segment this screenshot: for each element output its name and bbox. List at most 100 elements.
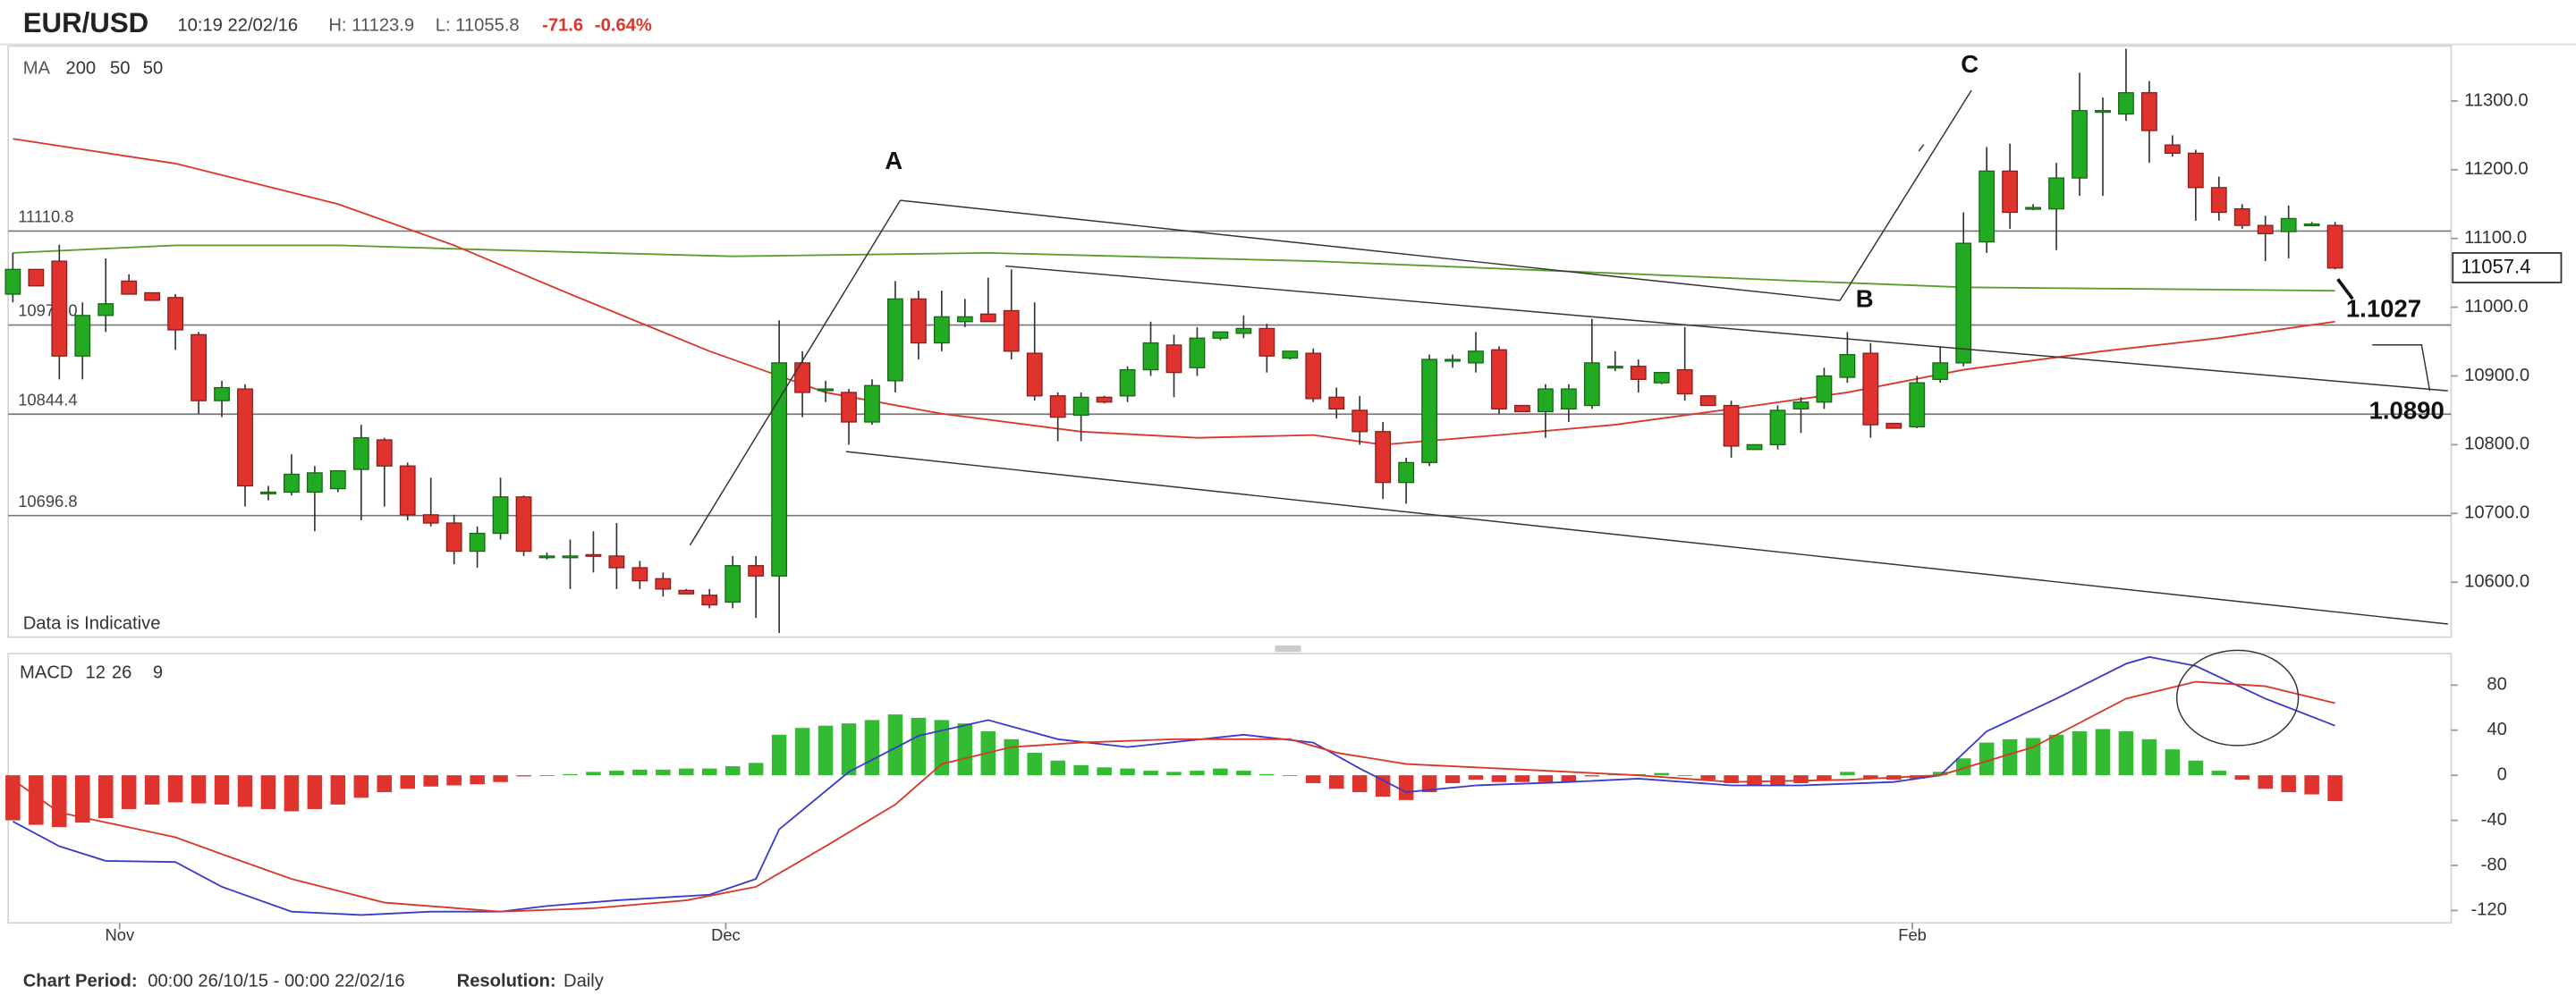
candle-body — [748, 565, 765, 577]
candle-body — [2326, 224, 2343, 269]
candle-body — [74, 315, 91, 357]
candle-body — [1421, 359, 1437, 464]
y-tick-label: 11100.0 — [2464, 228, 2527, 248]
histogram-bar — [1259, 773, 1275, 776]
change: -71.6 — [542, 16, 583, 36]
histogram-bar — [1421, 775, 1437, 793]
candle-body — [1119, 368, 1136, 397]
candle-body — [1305, 352, 1322, 400]
candle-body — [1885, 422, 1902, 429]
histogram-bar — [214, 775, 230, 805]
histogram-bar — [957, 723, 973, 776]
legend-item: 12 — [86, 662, 106, 682]
candle-body — [1282, 350, 1299, 359]
candle-body — [1583, 362, 1600, 407]
histogram-bar — [1700, 775, 1716, 780]
histogram-bar — [2211, 771, 2227, 776]
histogram-bar — [1143, 771, 1158, 776]
histogram-bar — [493, 775, 508, 782]
histogram-bar — [1538, 775, 1554, 782]
histogram-bar — [470, 775, 485, 785]
candle-body — [1979, 170, 1996, 243]
drawings — [689, 89, 2448, 747]
histogram-bar — [446, 775, 462, 786]
candle-body — [167, 297, 184, 331]
candle-body — [191, 333, 207, 401]
histogram-bar — [1724, 775, 1739, 783]
candle-body — [1792, 401, 1809, 410]
candle-body — [1398, 461, 1415, 484]
histogram-bar — [701, 768, 717, 776]
histogram-bar — [167, 775, 183, 803]
y-tick-label: 11300.0 — [2464, 90, 2528, 110]
histogram-bar — [1352, 775, 1368, 793]
histogram-bar — [1747, 775, 1762, 786]
annotation: C — [1961, 50, 1979, 78]
annotation: A — [885, 147, 902, 174]
legend-item: 26 — [112, 662, 131, 682]
arrow — [2336, 278, 2354, 300]
histogram-bar — [794, 728, 810, 776]
candle-body — [1862, 352, 1879, 426]
candle-body — [2280, 217, 2297, 232]
resize-handle[interactable] — [1275, 645, 1301, 653]
candle-body — [1560, 388, 1577, 410]
resolution: Daily — [564, 972, 605, 991]
candle-body — [585, 553, 602, 557]
candle-body — [121, 280, 138, 295]
candle-body — [1003, 309, 1020, 352]
histogram-bar — [1840, 772, 1855, 776]
annotation: 1.1027 — [2346, 294, 2421, 322]
histogram-bar — [330, 775, 346, 805]
trendline — [1005, 265, 2448, 392]
histogram-bar — [121, 775, 137, 809]
candle-body — [979, 313, 996, 323]
histogram-bar — [2072, 730, 2088, 776]
candle-body — [956, 316, 973, 323]
candle-body — [1142, 342, 1159, 371]
candle-body — [284, 473, 300, 494]
histogram-bar — [1398, 775, 1414, 800]
annotation: 1.0890 — [2369, 396, 2445, 424]
candle-body — [2210, 187, 2227, 214]
candle-body — [794, 362, 810, 393]
candle-body — [1258, 327, 1275, 357]
candle-body — [306, 472, 323, 494]
histogram-bar — [1027, 752, 1042, 776]
histogram-bar — [516, 775, 531, 777]
candle-body — [329, 469, 346, 490]
level-label: 10974.0 — [18, 301, 77, 320]
candle-body — [1352, 409, 1368, 433]
histogram-bar — [911, 717, 927, 776]
candle-body — [1676, 368, 1693, 395]
histogram-bar — [1073, 764, 1089, 776]
candle-body — [724, 565, 741, 603]
histogram-bar — [353, 775, 369, 798]
histogram-bar — [632, 769, 648, 776]
histogram-bar — [818, 725, 834, 776]
histogram-bar — [1445, 775, 1461, 783]
histogram-bar — [307, 775, 323, 809]
candle-body — [1468, 350, 1484, 364]
candle-body — [2095, 110, 2111, 114]
candle-body — [1630, 366, 1647, 380]
y-tick-label: 80 — [2487, 675, 2506, 695]
candle-body — [144, 291, 161, 301]
y-tick-label: 11200.0 — [2464, 159, 2528, 179]
histogram-bar — [2118, 730, 2134, 776]
histogram-bar — [377, 775, 393, 793]
candle-body — [608, 555, 625, 569]
histogram-bar — [423, 775, 438, 787]
candle-body — [515, 496, 532, 553]
candle-body — [237, 388, 253, 487]
candle-body — [655, 578, 672, 590]
candle-body — [1746, 443, 1763, 451]
histogram-bar — [5, 775, 21, 821]
candle-body — [818, 388, 834, 392]
histogram-bar — [1375, 775, 1391, 797]
histogram-bar — [2304, 775, 2319, 795]
histogram-bar — [2048, 734, 2064, 776]
y-tick-label: -80 — [2481, 855, 2507, 874]
y-tick-label: 0 — [2497, 764, 2507, 784]
